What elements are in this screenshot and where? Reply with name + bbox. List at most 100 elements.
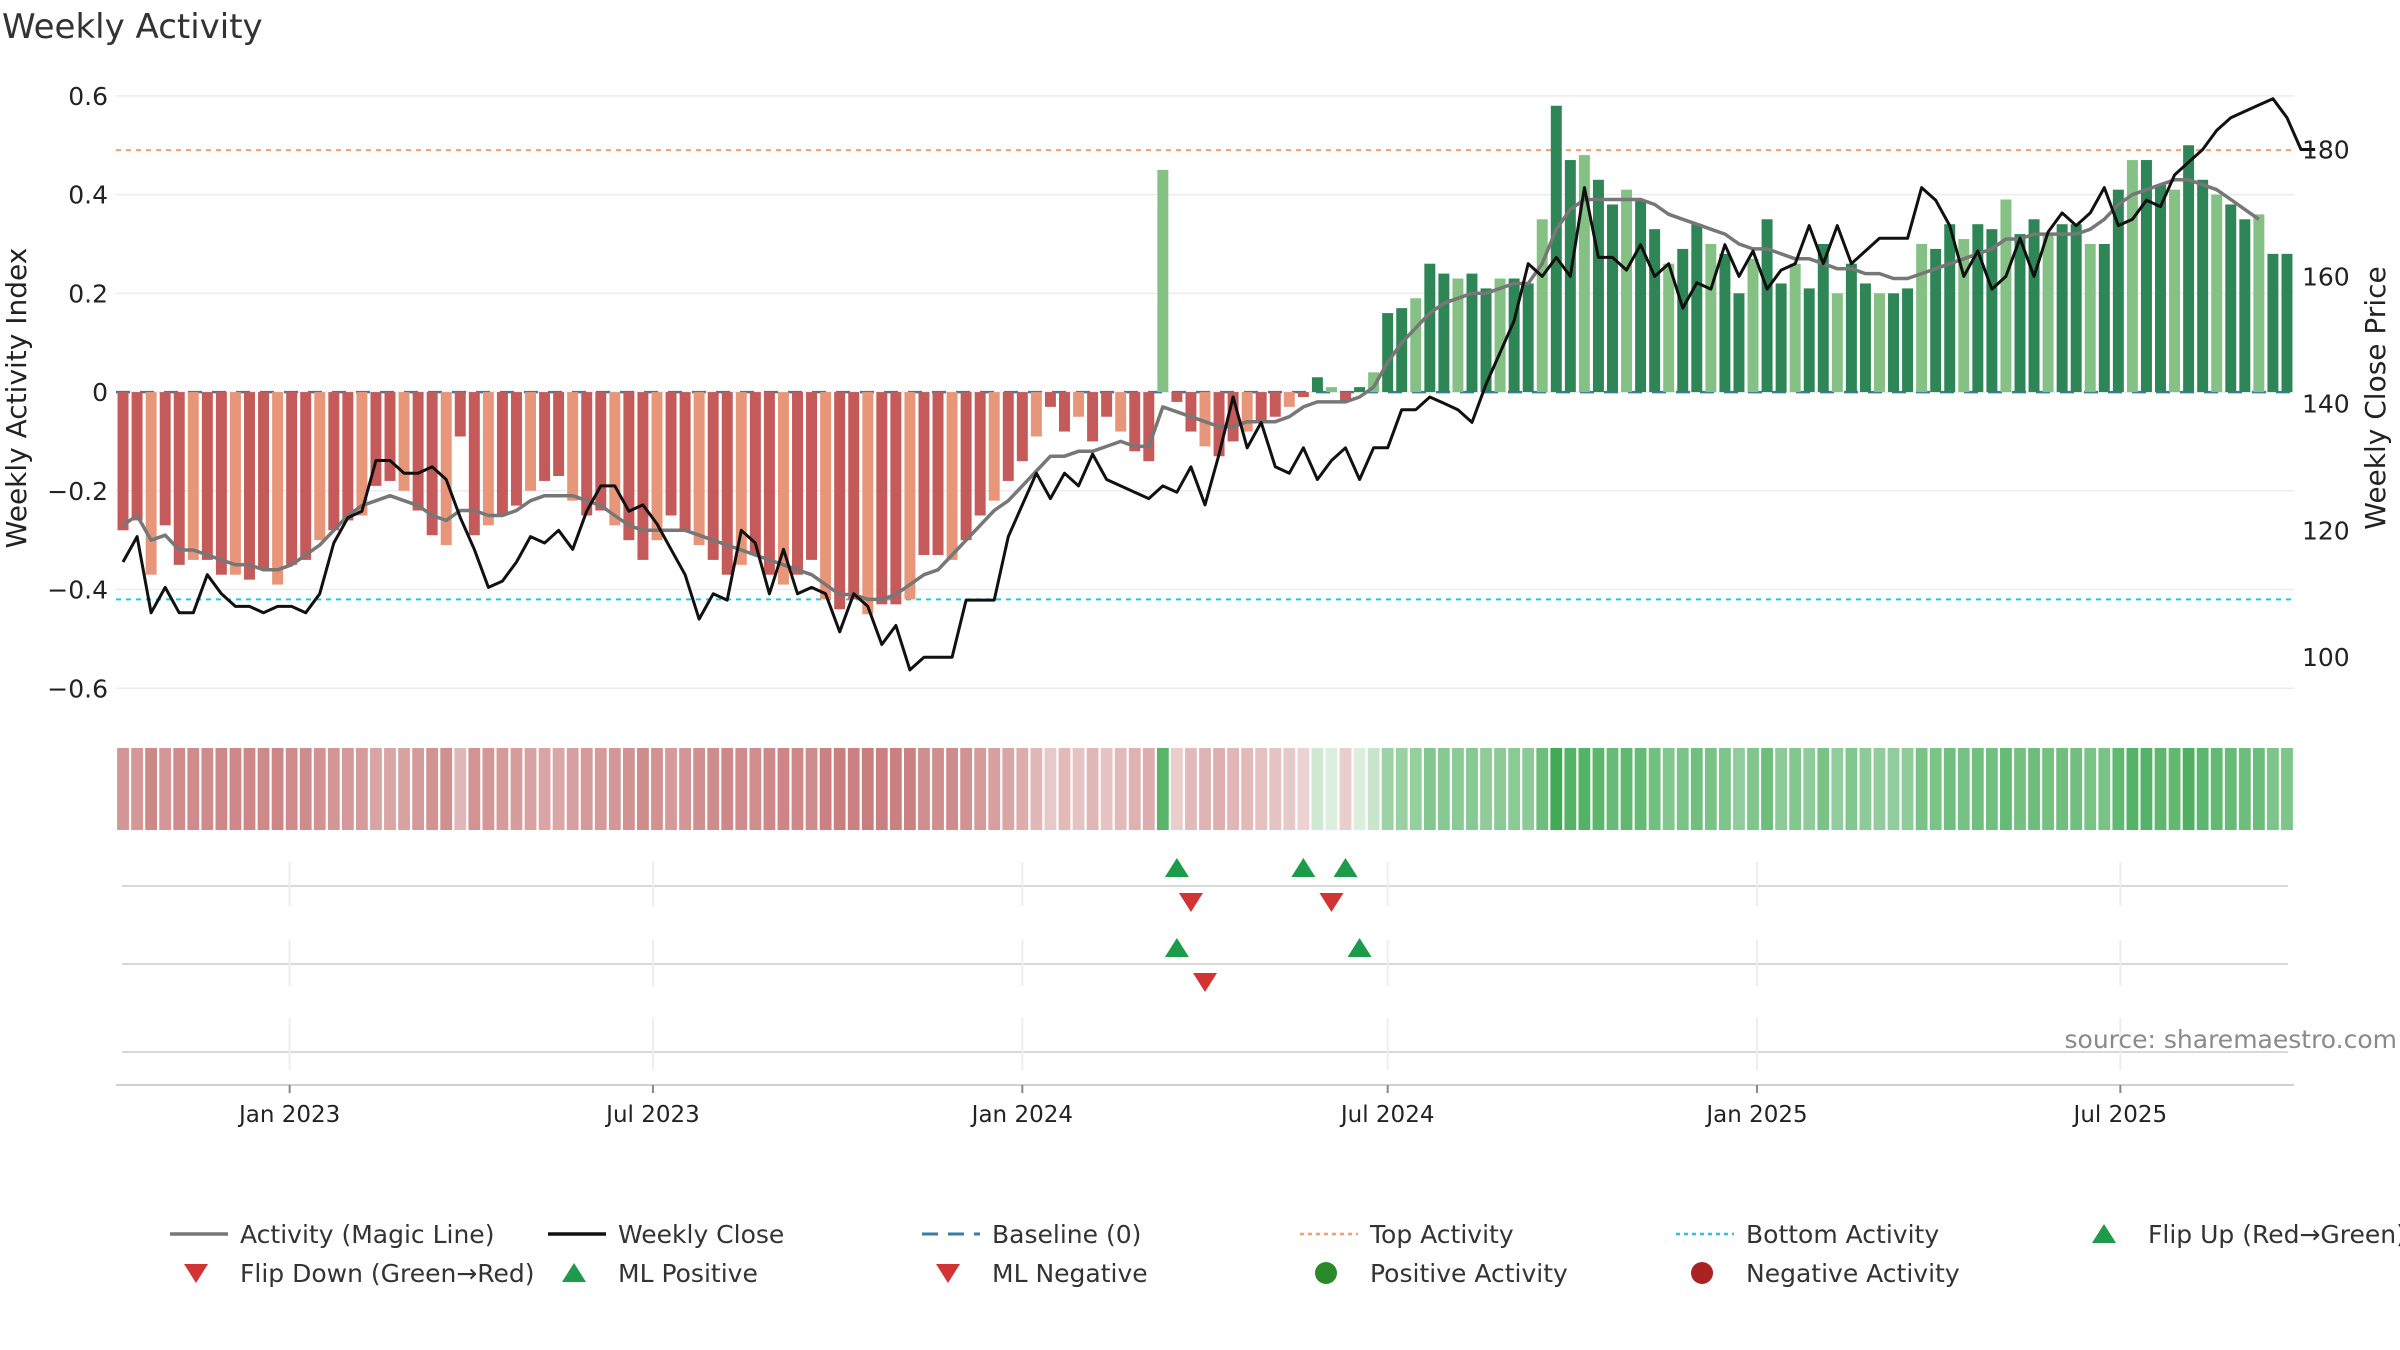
left-tick-label: 0.4 (68, 181, 108, 210)
activity-bar (862, 392, 874, 615)
heat-cell (327, 748, 340, 830)
heat-cell (2196, 748, 2209, 830)
heat-cell (1620, 748, 1633, 830)
right-tick-label: 180 (2302, 135, 2350, 164)
activity-bar (2253, 214, 2265, 393)
legend-item-baseline: Baseline (0) (922, 1220, 1141, 1249)
heat-cell (988, 748, 1001, 830)
heat-cell (1030, 748, 1043, 830)
heat-cell (356, 748, 368, 830)
heat-cell (1227, 748, 1240, 830)
activity-bar (525, 392, 537, 491)
activity-bar (1227, 392, 1239, 442)
activity-bar (2042, 234, 2054, 393)
heat-cell (1536, 748, 1549, 830)
activity-bar (1972, 224, 1984, 393)
heat-cell (285, 748, 298, 830)
neg_act-swatch (1691, 1262, 1713, 1284)
activity-bar (1691, 224, 1703, 393)
activity-bar (834, 392, 846, 610)
left-tick-label: 0 (92, 378, 108, 407)
heat-cell (1733, 748, 1745, 830)
flip-up-marker (1333, 858, 1358, 877)
activity-bar (848, 392, 860, 600)
heat-cell (117, 748, 129, 830)
heat-cell (243, 748, 256, 830)
pos_act-label: Positive Activity (1370, 1259, 1568, 1288)
activity-bar (1761, 219, 1773, 393)
right-axis-ticks: 180 160 140 120 100 (2302, 135, 2350, 672)
activity-bar (1354, 387, 1366, 393)
legend-item-flip_up: Flip Up (Red→Green) (2092, 1220, 2400, 1249)
legend-item-ml_pos: ML Positive (562, 1259, 758, 1288)
activity-bar (1480, 288, 1492, 393)
heat-cell (721, 748, 734, 830)
legend-item-flip_down: Flip Down (Green→Red) (184, 1259, 535, 1288)
heat-cell (201, 748, 214, 830)
heat-cell (2056, 748, 2069, 830)
magic-label: Activity (Magic Line) (240, 1220, 494, 1249)
chart-title: Weekly Activity (2, 7, 263, 47)
activity-bar (904, 392, 916, 600)
activity-bar (2225, 204, 2237, 393)
heat-cell (1606, 748, 1619, 830)
heat-cell (2210, 748, 2223, 830)
heat-cell (580, 748, 593, 830)
heat-cell (875, 748, 888, 830)
weekly-close-series (121, 97, 2316, 672)
heat-cell (2014, 748, 2026, 830)
heat-cell (1100, 748, 1113, 830)
heat-cell (1170, 748, 1183, 830)
heat-cell (1058, 748, 1071, 830)
ml_neg-swatch (936, 1264, 960, 1283)
heat-cell (1114, 748, 1127, 830)
activity-bar (1888, 293, 1900, 393)
activity-bar (1241, 392, 1253, 432)
activity-bar (988, 392, 1000, 501)
activity-bar (2155, 184, 2166, 393)
heat-cell (173, 748, 186, 830)
heat-cell (1466, 748, 1478, 830)
activity-bar (553, 392, 565, 476)
activity-bar (665, 392, 677, 516)
activity-bar (145, 392, 157, 575)
x-axis-ticks: Jan 2023 Jul 2023 Jan 2024 Jul 2024 Jan 2025… (116, 1084, 2294, 1128)
x-tick-label: Jan 2023 (237, 1102, 340, 1128)
activity-bar (2014, 234, 2026, 393)
activity-bar (932, 392, 944, 555)
heat-cell (496, 748, 509, 830)
x-tick-label: Jan 2024 (970, 1102, 1073, 1128)
heat-cell (946, 748, 958, 830)
heat-cell (1128, 748, 1141, 830)
heat-cell (1297, 748, 1310, 830)
activity-bar (1902, 288, 1914, 393)
activity-bar (1410, 298, 1422, 393)
activity-bar (1607, 204, 1618, 393)
activity-bar (581, 392, 593, 516)
left-tick-label: −0.4 (47, 576, 108, 605)
x-tick-label: Jul 2023 (604, 1102, 700, 1128)
activity-bar (328, 392, 340, 531)
activity-bar (1030, 392, 1042, 437)
heat-cell (2098, 748, 2111, 830)
ml-negative-marker (1193, 973, 1217, 992)
activity-bar (679, 392, 691, 531)
heat-cell (412, 748, 425, 830)
heat-cell (763, 748, 776, 830)
x-tick-label: Jul 2025 (2072, 1102, 2168, 1128)
heat-cell (1887, 748, 1900, 830)
activity-bar (412, 392, 424, 511)
x-tick-label: Jan 2025 (1704, 1102, 1807, 1128)
heat-cell (2252, 748, 2265, 830)
activity-bar (1775, 283, 1787, 393)
activity-bar (567, 392, 579, 501)
heat-cell (622, 748, 635, 830)
activity-bar (1930, 248, 1942, 393)
heat-cell (1564, 748, 1577, 830)
heat-cell (974, 748, 987, 830)
activity-bar (2267, 253, 2279, 393)
activity-bar (1621, 189, 1633, 393)
activity-bar (820, 392, 832, 600)
flip_down-swatch (184, 1264, 208, 1283)
heat-cell (735, 748, 748, 830)
